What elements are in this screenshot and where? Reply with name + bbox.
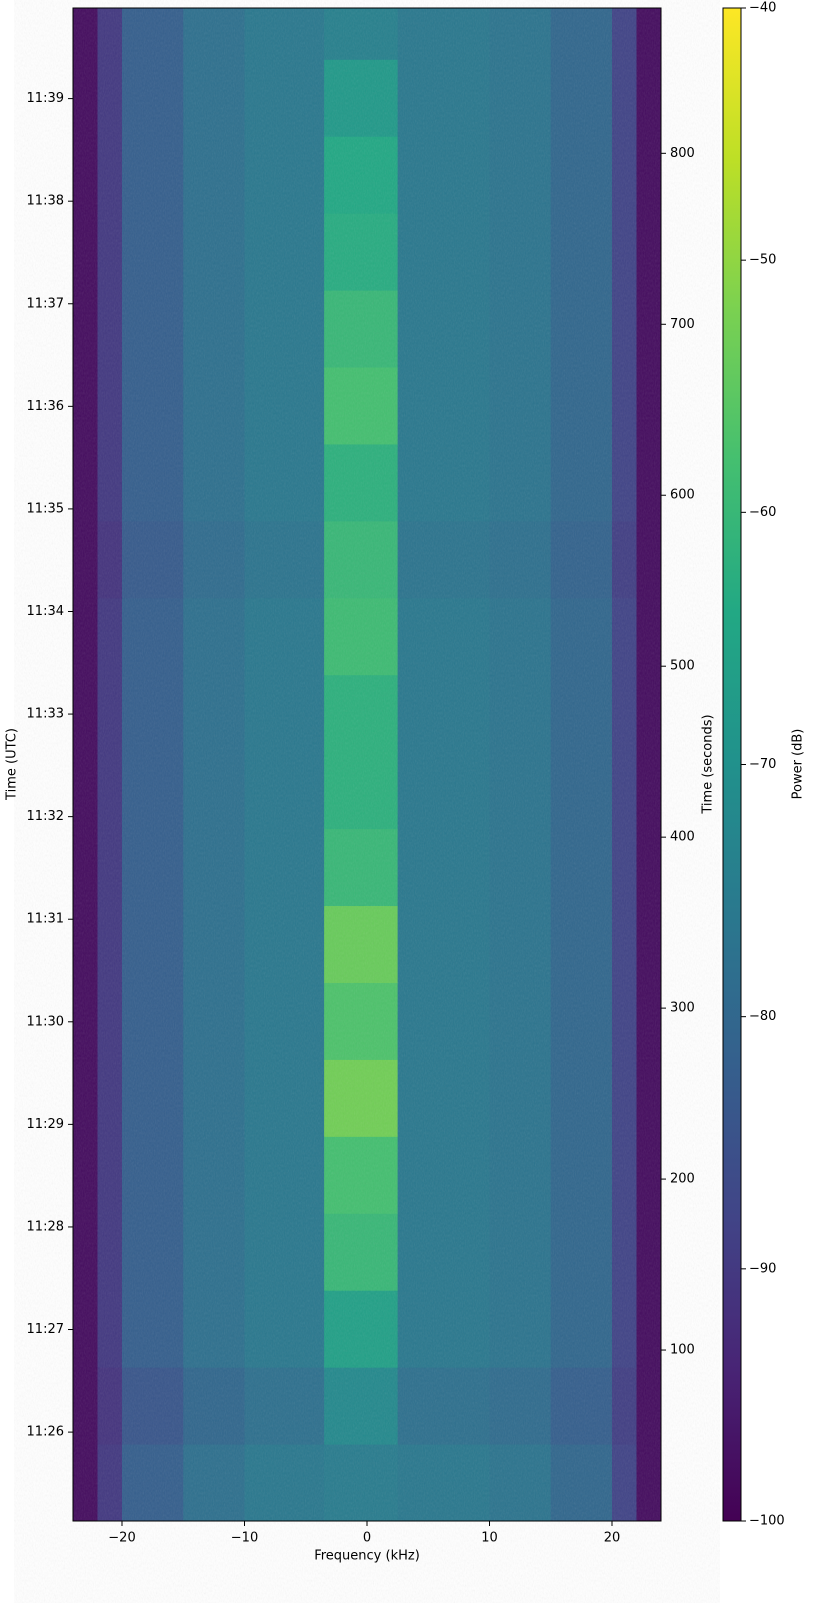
colorbar-tick-label: −60 — [749, 505, 776, 520]
y-tick-label: 11:30 — [27, 1014, 64, 1029]
y-tick-label: 11:36 — [27, 399, 64, 414]
y2-tick-label: 800 — [670, 146, 695, 161]
colorbar-tick-label: −70 — [749, 757, 776, 772]
y-tick-label: 11:26 — [27, 1425, 64, 1440]
x-tick-label: 0 — [363, 1531, 371, 1546]
y-tick-label: 11:29 — [27, 1117, 64, 1132]
colorbar-tick-label: −80 — [749, 1009, 776, 1024]
y-tick-label: 11:38 — [27, 194, 64, 209]
y2-tick-label: 600 — [670, 488, 695, 503]
y-tick-label: 11:34 — [27, 604, 64, 619]
y-tick-label: 11:31 — [27, 912, 64, 927]
y-tick-label: 11:37 — [27, 296, 64, 311]
colorbar-tick-label: −40 — [749, 1, 776, 16]
colorbar-tick-label: −90 — [749, 1261, 776, 1276]
y2-tick-label: 100 — [670, 1343, 695, 1358]
x-tick-label: −20 — [108, 1531, 135, 1546]
y2-tick-label: 700 — [670, 317, 695, 332]
colorbar-tick-label: −100 — [749, 1514, 785, 1529]
colorbar — [722, 7, 742, 1522]
y2-tick-label: 400 — [670, 830, 695, 845]
y-tick-label: 11:35 — [27, 501, 64, 516]
colorbar-label: Power (dB) — [791, 729, 806, 800]
colorbar-tick-label: −50 — [749, 253, 776, 268]
y-tick-label: 11:28 — [27, 1219, 64, 1234]
y-axis-label: Time (UTC) — [5, 728, 20, 801]
y2-tick-label: 500 — [670, 659, 695, 674]
x-tick-label: −10 — [231, 1531, 258, 1546]
x-axis-label: Frequency (kHz) — [314, 1549, 420, 1564]
x-tick-label: 10 — [481, 1531, 498, 1546]
y-tick-label: 11:39 — [27, 91, 64, 106]
y2-tick-label: 300 — [670, 1001, 695, 1016]
y-tick-label: 11:33 — [27, 707, 64, 722]
noise-texture — [73, 8, 661, 1521]
y-tick-label: 11:27 — [27, 1322, 64, 1337]
y2-tick-label: 200 — [670, 1172, 695, 1187]
y2-axis-label: Time (seconds) — [701, 714, 716, 814]
y-tick-label: 11:32 — [27, 809, 64, 824]
x-tick-label: 20 — [604, 1531, 621, 1546]
